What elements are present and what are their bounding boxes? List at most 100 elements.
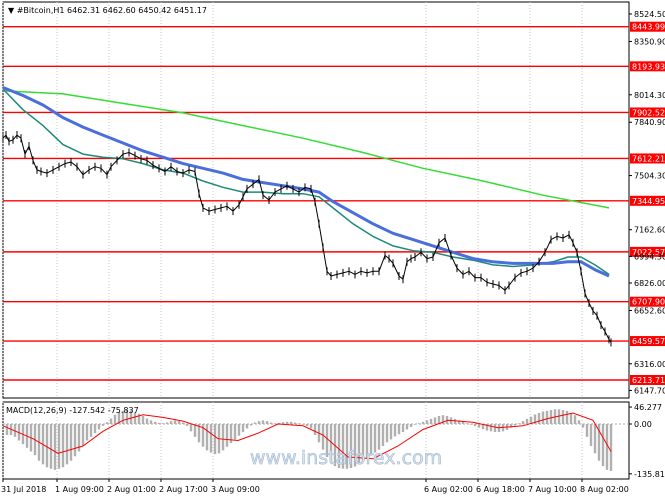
macd-bar	[469, 424, 473, 425]
macd-bar	[153, 421, 157, 424]
level-tag	[630, 153, 665, 164]
macd-bar	[89, 424, 93, 437]
macd-bar	[373, 424, 377, 453]
macd-bar	[257, 421, 261, 424]
macd-bar	[465, 423, 469, 424]
macd-bar	[481, 424, 485, 430]
level-tag	[630, 374, 665, 385]
macd-bar	[381, 424, 385, 446]
macd-bar	[61, 424, 65, 468]
macd-bar	[593, 424, 597, 454]
y-tick-label: 8350.90	[634, 37, 665, 46]
macd-bar	[445, 415, 449, 424]
macd-bar	[109, 418, 113, 424]
macd-bar	[141, 415, 145, 424]
macd-bar	[349, 424, 353, 468]
macd-bar	[541, 411, 545, 424]
macd-bar	[305, 424, 309, 427]
macd-bar	[517, 423, 521, 424]
y-tick-label: 6316.00	[634, 360, 665, 369]
macd-bar	[609, 424, 613, 471]
macd-bar	[261, 420, 265, 424]
macd-bar	[537, 413, 541, 424]
macd-bar	[65, 424, 69, 465]
macd-bar	[49, 424, 53, 469]
macd-y-tick-label: -135.819	[634, 470, 665, 479]
ma-slow-line	[2, 89, 610, 209]
macd-bar	[393, 424, 397, 437]
macd-bar	[509, 424, 513, 428]
macd-bar	[325, 424, 329, 457]
level-tag	[630, 195, 665, 206]
macd-bar	[249, 424, 253, 426]
macd-bar	[557, 409, 561, 424]
macd-signal-line	[2, 412, 612, 460]
macd-bar	[213, 424, 217, 455]
macd-bar	[313, 424, 317, 435]
macd-bar	[53, 424, 57, 470]
macd-bar	[285, 421, 289, 424]
macd-bar	[205, 424, 209, 451]
macd-bar	[101, 424, 105, 426]
macd-bar	[489, 424, 493, 432]
macd-y-tick-label: 46.277	[634, 403, 662, 412]
y-tick-label: 7162.60	[634, 226, 665, 235]
macd-bar	[401, 424, 405, 433]
macd-bar	[233, 424, 237, 440]
macd-bar	[309, 424, 313, 429]
level-tag	[630, 336, 665, 347]
macd-bar	[289, 421, 293, 424]
macd-bar	[5, 424, 9, 435]
level-label: 7022.57	[632, 248, 665, 257]
y-tick-label: 8524.50	[634, 10, 665, 19]
level-label: 7344.95	[632, 197, 665, 206]
macd-bar	[197, 424, 201, 443]
macd-bar	[421, 421, 425, 424]
macd-bar	[425, 420, 429, 424]
macd-bar	[437, 415, 441, 424]
macd-bar	[97, 424, 101, 430]
ma-fast-line	[2, 88, 610, 276]
macd-bar	[549, 410, 553, 424]
macd-bar	[337, 424, 341, 468]
y-tick-label: 7840.90	[634, 118, 665, 127]
x-tick-label: 7 Aug 10:00	[528, 485, 577, 494]
macd-bar	[221, 424, 225, 451]
macd-bar	[569, 413, 573, 424]
macd-bar	[81, 424, 85, 446]
macd-pane	[2, 401, 630, 480]
macd-bar	[293, 422, 297, 424]
macd-bar	[301, 424, 305, 425]
macd-bar	[473, 424, 477, 427]
macd-bar	[177, 421, 181, 424]
macd-bar	[281, 422, 285, 424]
level-label: 6213.71	[632, 376, 665, 385]
macd-bar	[521, 421, 525, 424]
level-label: 8443.99	[632, 23, 665, 32]
x-tick-label: 2 Aug 01:00	[107, 485, 156, 494]
macd-bar	[121, 410, 125, 424]
y-tick-label: 6994.30	[634, 252, 665, 261]
x-tick-label: 31 Jul 2018	[1, 485, 46, 494]
macd-bar	[389, 424, 393, 440]
x-tick-label: 3 Aug 09:00	[211, 485, 260, 494]
y-tick-label: 7504.30	[634, 172, 665, 181]
level-label: 7902.52	[632, 108, 665, 117]
macd-bar	[113, 414, 117, 424]
ma-mid-line	[2, 86, 610, 278]
macd-bar	[277, 422, 281, 424]
macd-bar	[193, 424, 197, 437]
macd-bar	[353, 424, 357, 467]
macd-bar	[209, 424, 213, 453]
macd-bar	[385, 424, 389, 443]
macd-bar	[165, 422, 169, 424]
macd-bar	[157, 422, 161, 424]
x-tick-label: 1 Aug 09:00	[55, 485, 104, 494]
price-line	[2, 134, 612, 343]
macd-bar	[225, 424, 229, 447]
macd-bar	[321, 424, 325, 450]
chart-header: ▼ #Bitcoin,H1 6462.31 6462.60 6450.42 64…	[8, 6, 207, 15]
macd-bar	[533, 414, 537, 424]
macd-bar	[273, 423, 277, 424]
macd-bar	[365, 424, 369, 459]
